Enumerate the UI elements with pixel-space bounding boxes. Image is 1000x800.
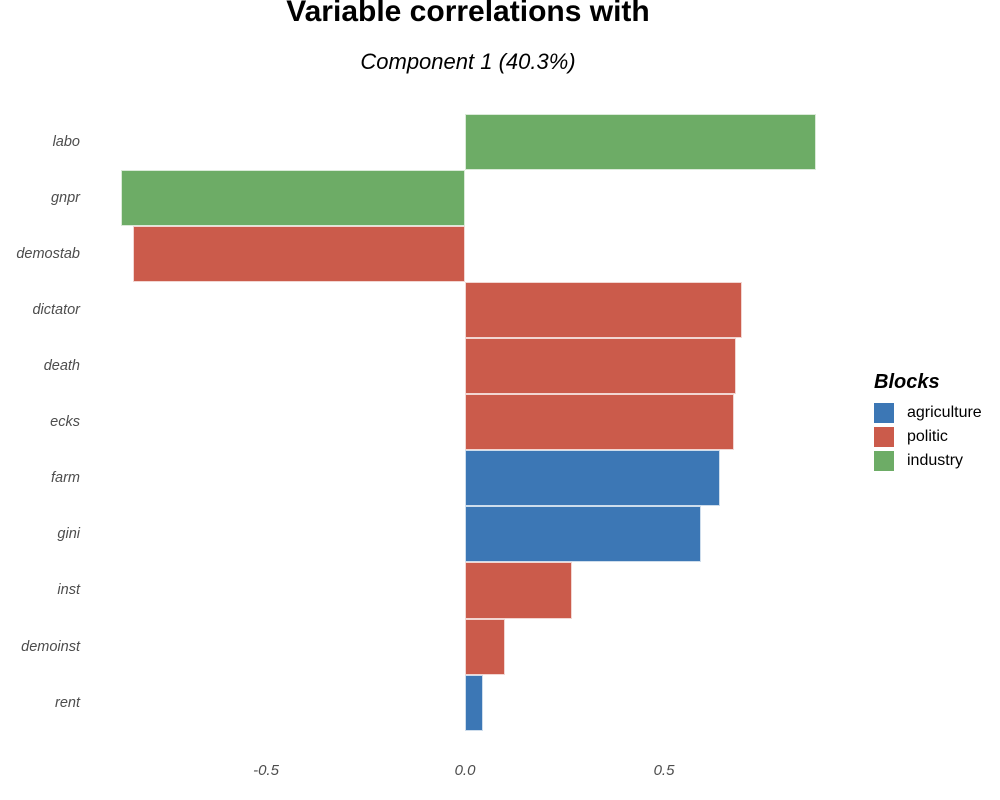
y-axis-label-labo: labo	[52, 134, 80, 151]
y-axis-label-death: death	[43, 358, 80, 375]
legend-item-politic: politic	[874, 427, 982, 447]
y-axis-label-gnpr: gnpr	[50, 190, 80, 207]
y-axis-label-dictator: dictator	[32, 302, 80, 319]
y-axis-label-demoinst: demoinst	[21, 638, 80, 655]
y-axis-label-farm: farm	[51, 470, 80, 487]
legend-label-politic: politic	[907, 428, 948, 445]
bar-demostab	[133, 226, 465, 283]
x-axis-tick-label-0.0: 0.0	[454, 762, 476, 779]
y-axis-label-demostab: demostab	[16, 246, 80, 263]
bar-rent	[465, 674, 484, 731]
y-axis-label-inst: inst	[57, 582, 80, 599]
y-axis-label-ecks: ecks	[50, 414, 80, 431]
x-axis-tick-label--0.5: -0.5	[253, 762, 279, 779]
y-axis-label-gini: gini	[57, 526, 80, 543]
legend-title: Blocks	[874, 371, 940, 393]
y-axis-label-rent: rent	[55, 694, 80, 711]
chart-title: Variable correlations with	[286, 0, 650, 28]
bar-gini	[465, 506, 701, 563]
bar-inst	[465, 562, 573, 619]
legend-item-industry: industry	[874, 451, 982, 471]
chart-subtitle: Component 1 (40.3%)	[360, 49, 576, 74]
legend-label-industry: industry	[907, 452, 964, 469]
legend-swatch-industry	[874, 451, 894, 471]
bar-gnpr	[121, 170, 465, 227]
legend-item-agriculture: agriculture	[874, 403, 982, 423]
legend-swatch-agriculture	[874, 403, 894, 423]
bar-dictator	[465, 282, 742, 339]
bar-farm	[465, 450, 721, 507]
legend: Blocks agriculture politic industry	[874, 370, 982, 475]
bar-ecks	[465, 394, 734, 451]
legend-swatch-politic	[874, 427, 894, 447]
bar-death	[465, 338, 737, 395]
legend-items: agriculture politic industry	[874, 403, 982, 471]
x-axis-tick-label-0.5: 0.5	[653, 762, 675, 779]
legend-label-agriculture: agriculture	[907, 404, 982, 421]
bar-demoinst	[465, 618, 505, 675]
bar-labo	[465, 114, 817, 171]
